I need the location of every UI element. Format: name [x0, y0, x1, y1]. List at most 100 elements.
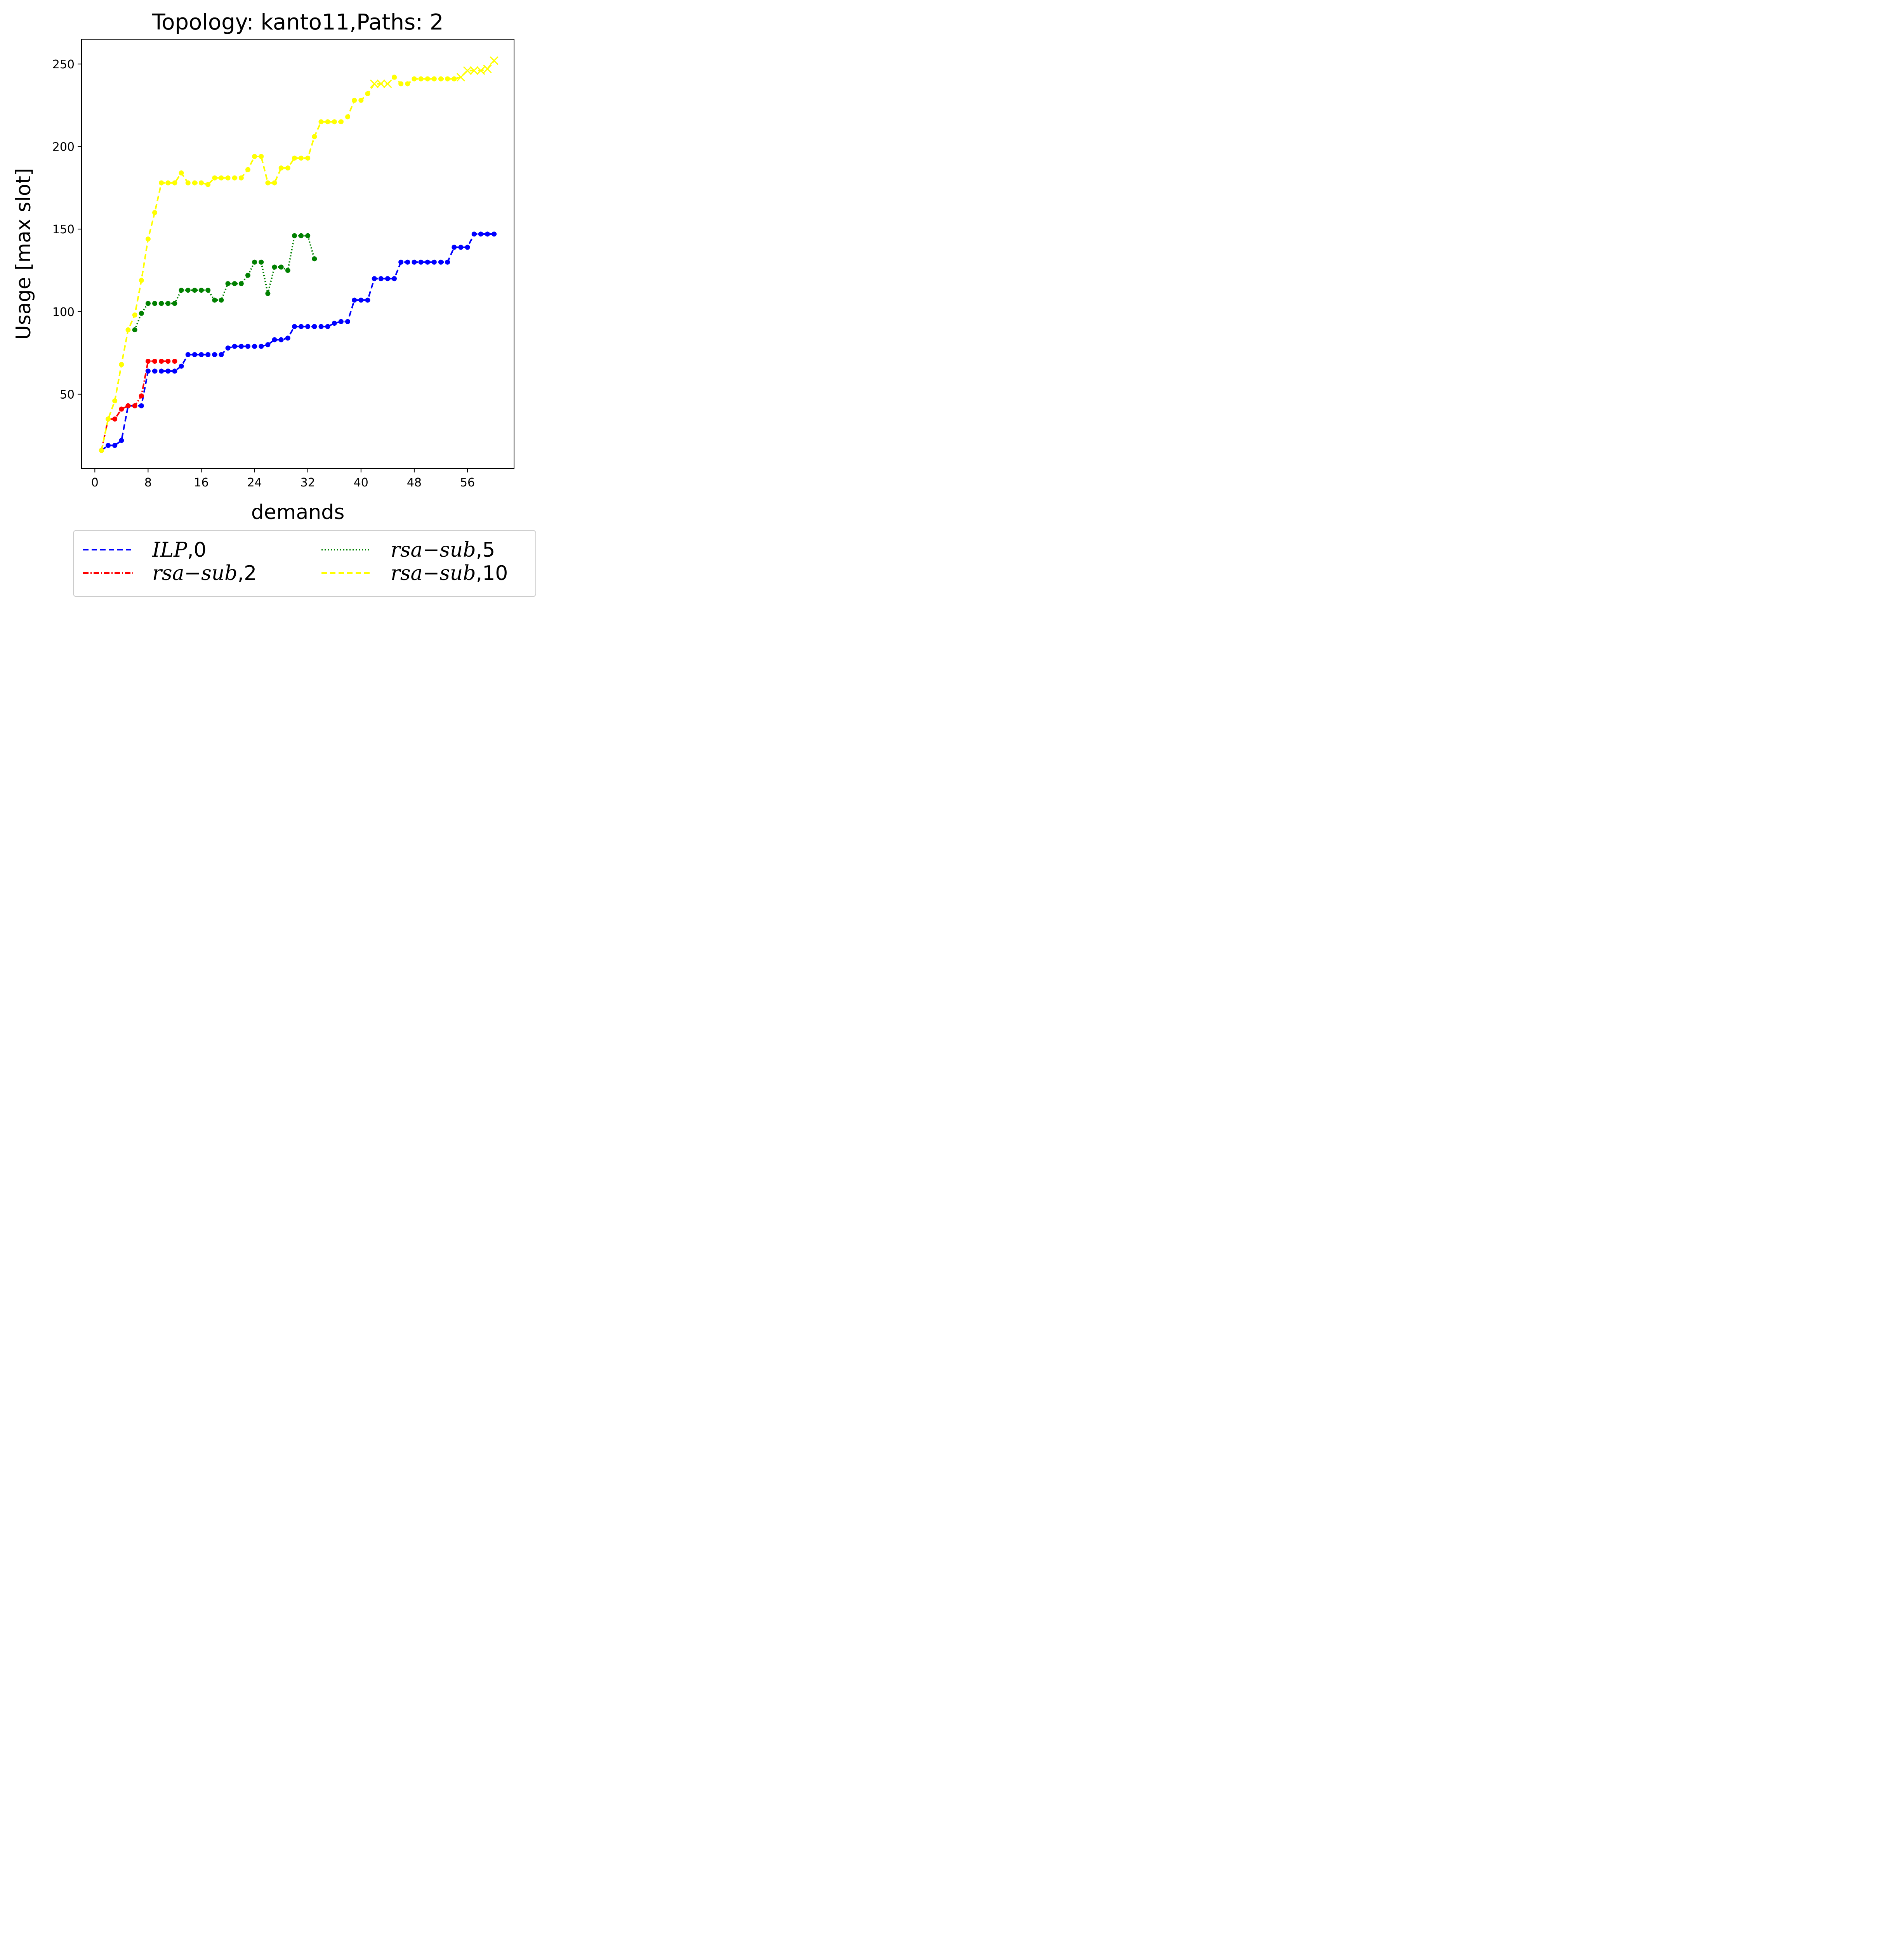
- series-3-x-marker: [377, 79, 386, 88]
- series-2-point: [292, 233, 297, 238]
- series-0-point: [265, 342, 271, 347]
- series-3-point: [205, 182, 211, 187]
- series-3-point: [219, 175, 224, 181]
- series-3-point: [112, 398, 118, 404]
- series-2-point: [285, 268, 290, 273]
- series-0-point: [312, 324, 317, 329]
- series-0-point: [252, 344, 257, 349]
- series-0-point: [438, 259, 443, 265]
- series-3-point: [119, 362, 124, 367]
- x-tick-label: 16: [194, 476, 208, 490]
- series-0-point: [152, 368, 158, 374]
- series-0-point: [471, 231, 477, 237]
- series-3-x-marker: [476, 66, 485, 75]
- series-0-point: [358, 297, 364, 303]
- series-3-x-marker: [470, 66, 479, 75]
- series-0-point: [292, 324, 297, 329]
- y-tick-label: 200: [52, 141, 75, 154]
- series-3-point: [445, 76, 450, 82]
- series-2-point: [159, 301, 164, 306]
- series-2-point: [278, 264, 284, 270]
- series-0-point: [212, 352, 217, 357]
- series-2-point: [305, 233, 311, 238]
- series-0-point: [458, 245, 464, 250]
- series-0-point: [225, 345, 231, 351]
- series-3-point: [365, 91, 370, 96]
- series-0-point: [405, 259, 410, 265]
- series-2-point: [259, 259, 264, 265]
- series-3-point: [425, 76, 430, 82]
- series-3-point: [172, 180, 177, 186]
- series-2-point: [192, 288, 197, 293]
- series-1-point: [159, 359, 164, 364]
- series-3-point: [179, 170, 184, 176]
- series-0-point: [332, 321, 337, 326]
- series-3-point: [299, 155, 304, 161]
- series-0-point: [245, 344, 250, 349]
- series-0-point: [412, 259, 417, 265]
- series-3-point: [352, 97, 357, 103]
- series-1-point: [165, 359, 171, 364]
- series-0-point: [192, 352, 197, 357]
- series-2-point: [152, 301, 158, 306]
- series-3-x-marker: [463, 66, 472, 75]
- series-3-point: [292, 155, 297, 161]
- series-3-point: [272, 180, 277, 186]
- legend-label-2: rsa−sub,5: [391, 538, 495, 562]
- x-tick-label: 0: [91, 476, 99, 490]
- series-3-point: [198, 180, 204, 186]
- series-2-point: [252, 259, 257, 265]
- series-0-point: [232, 344, 237, 349]
- series-0-point: [205, 352, 211, 357]
- series-3-point: [252, 154, 257, 159]
- series-0-point: [392, 276, 397, 281]
- series-3-point: [245, 167, 250, 172]
- series-0-point: [431, 259, 437, 265]
- series-1-point: [112, 416, 118, 422]
- series-3-point: [225, 175, 231, 181]
- series-3-point: [278, 165, 284, 171]
- series-0-point: [299, 324, 304, 329]
- series-3-point: [338, 119, 344, 125]
- y-axis-label: Usage [max slot]: [12, 168, 35, 340]
- series-0-point: [418, 259, 424, 265]
- series-3-point: [431, 76, 437, 82]
- series-2-point: [172, 301, 177, 306]
- series-3-point: [232, 175, 237, 181]
- series-0-point: [278, 337, 284, 342]
- series-2-point: [219, 297, 224, 303]
- series-3-point: [265, 180, 271, 186]
- series-3-point: [192, 180, 197, 186]
- series-line-2: [134, 235, 315, 330]
- series-0-point: [285, 335, 290, 341]
- plot-frame: [81, 39, 514, 469]
- series-3-point: [418, 76, 424, 82]
- series-2-point: [205, 288, 211, 293]
- legend-label-0: ILP,0: [152, 538, 207, 562]
- series-0-point: [338, 319, 344, 324]
- series-3-x-marker: [490, 56, 499, 65]
- y-tick-label: 150: [52, 223, 75, 236]
- series-0-point: [159, 368, 164, 374]
- series-3-point: [325, 119, 330, 125]
- x-tick-label: 40: [354, 476, 368, 490]
- series-2-point: [139, 311, 144, 316]
- series-1-point: [119, 406, 124, 412]
- series-2-point: [179, 288, 184, 293]
- series-0-point: [352, 297, 357, 303]
- series-0-point: [345, 319, 351, 324]
- series-0-point: [318, 324, 324, 329]
- series-3-point: [398, 81, 404, 87]
- y-axis-ticks: 50 100 150 200 250: [52, 58, 82, 402]
- series-3-point: [238, 175, 244, 181]
- series-1-point: [132, 403, 137, 408]
- series-3-point: [318, 119, 324, 125]
- series-2-point: [198, 288, 204, 293]
- series-3-point: [259, 154, 264, 159]
- legend-box: [73, 530, 536, 597]
- series-0-point: [119, 438, 124, 443]
- x-tick-label: 8: [144, 476, 152, 490]
- series-0-point: [372, 276, 377, 281]
